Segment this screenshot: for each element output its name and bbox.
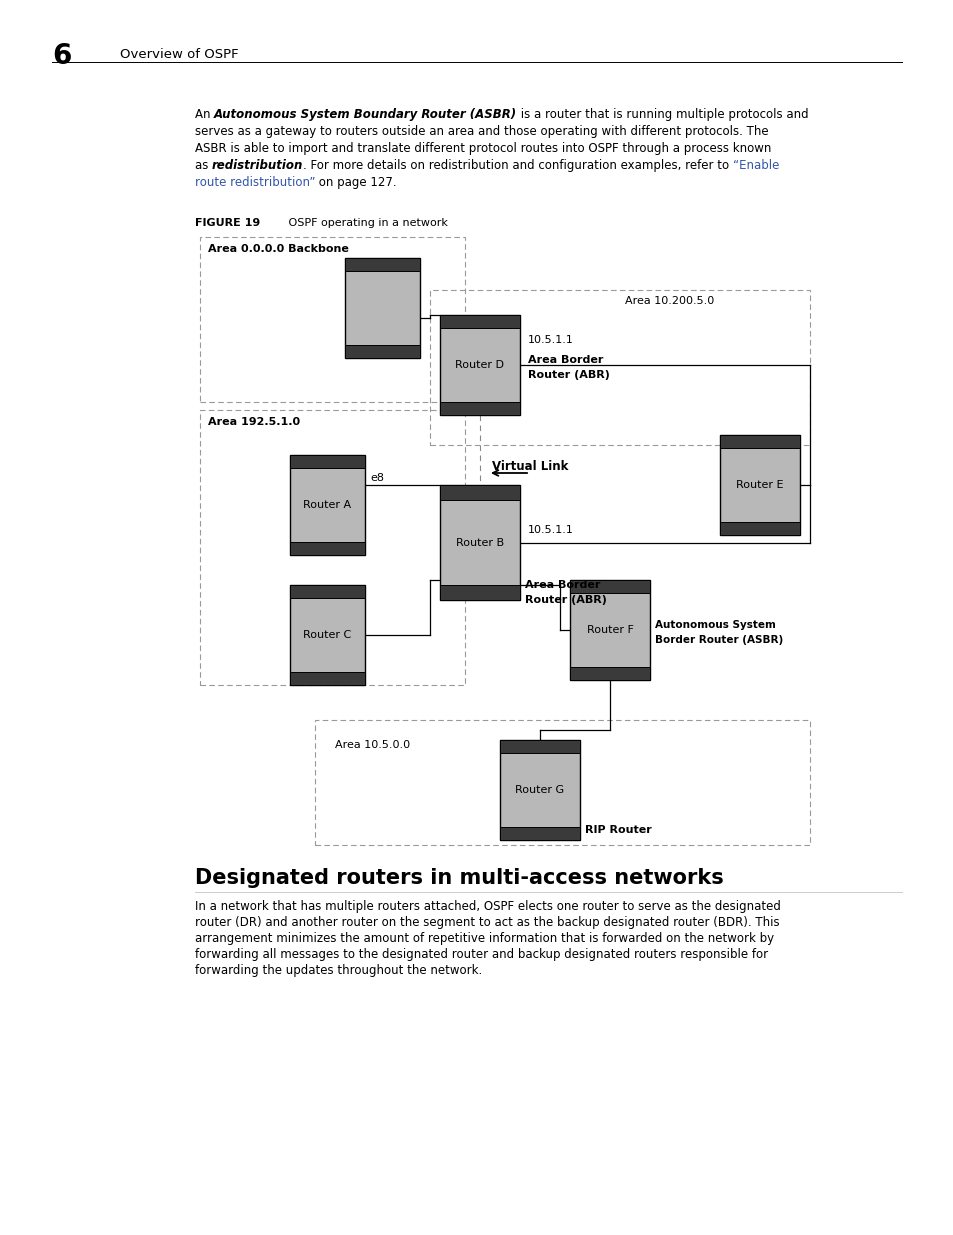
Bar	[345, 258, 419, 270]
Bar	[439, 315, 519, 329]
Text: Area Border: Area Border	[524, 580, 599, 590]
Text: Router G: Router G	[515, 785, 564, 795]
Bar	[200, 410, 464, 685]
Text: Area 0.0.0.0 Backbone: Area 0.0.0.0 Backbone	[208, 245, 349, 254]
Bar	[439, 485, 519, 600]
Text: Autonomous System Boundary Router (ASBR): Autonomous System Boundary Router (ASBR)	[214, 107, 517, 121]
Text: An: An	[194, 107, 214, 121]
Text: Router (ABR): Router (ABR)	[524, 595, 606, 605]
Text: Router D: Router D	[455, 359, 504, 370]
Bar	[569, 580, 649, 593]
Bar	[569, 667, 649, 680]
Text: Router E: Router E	[736, 480, 783, 490]
Text: 6: 6	[52, 42, 71, 70]
Text: Area 192.5.1.0: Area 192.5.1.0	[208, 417, 300, 427]
Text: Designated routers in multi-access networks: Designated routers in multi-access netwo…	[194, 868, 723, 888]
Text: Router F: Router F	[586, 625, 633, 635]
Bar	[720, 435, 800, 535]
Text: 10.5.1.1: 10.5.1.1	[527, 525, 574, 535]
Bar	[290, 585, 365, 685]
Text: RIP Router: RIP Router	[584, 825, 651, 835]
Text: ASBR is able to import and translate different protocol routes into OSPF through: ASBR is able to import and translate dif…	[194, 142, 771, 156]
Text: forwarding all messages to the designated router and backup designated routers r: forwarding all messages to the designate…	[194, 948, 767, 961]
Bar	[499, 740, 579, 840]
Bar	[569, 580, 649, 680]
Text: e8: e8	[370, 473, 384, 483]
Text: Router (ABR): Router (ABR)	[527, 370, 609, 380]
Text: 10.5.1.1: 10.5.1.1	[527, 335, 574, 345]
Bar	[290, 542, 365, 555]
Text: redistribution: redistribution	[212, 159, 303, 172]
Text: Area 10.200.5.0: Area 10.200.5.0	[624, 296, 714, 306]
Bar	[430, 290, 809, 445]
Text: Autonomous System: Autonomous System	[655, 620, 775, 630]
Bar	[290, 672, 365, 685]
Bar	[345, 258, 419, 358]
Bar	[499, 740, 579, 753]
Bar	[345, 345, 419, 358]
Bar	[439, 403, 519, 415]
Text: on page 127.: on page 127.	[315, 177, 396, 189]
Text: Router C: Router C	[303, 630, 352, 640]
Text: Overview of OSPF: Overview of OSPF	[120, 48, 238, 61]
Text: Border Router (ASBR): Border Router (ASBR)	[655, 635, 782, 645]
Bar	[200, 237, 464, 403]
Text: “Enable: “Enable	[733, 159, 779, 172]
Bar	[720, 522, 800, 535]
Text: route redistribution”: route redistribution”	[194, 177, 315, 189]
Text: . For more details on redistribution and configuration examples, refer to: . For more details on redistribution and…	[303, 159, 733, 172]
Text: Area 10.5.0.0: Area 10.5.0.0	[335, 740, 410, 750]
Text: forwarding the updates throughout the network.: forwarding the updates throughout the ne…	[194, 965, 482, 977]
Text: Virtual Link: Virtual Link	[492, 459, 568, 473]
Bar	[314, 720, 809, 845]
Text: as: as	[194, 159, 212, 172]
Bar	[439, 315, 519, 415]
Bar	[290, 454, 365, 555]
Text: OSPF operating in a network: OSPF operating in a network	[277, 219, 447, 228]
Text: router (DR) and another router on the segment to act as the backup designated ro: router (DR) and another router on the se…	[194, 916, 779, 929]
Text: FIGURE 19: FIGURE 19	[194, 219, 260, 228]
Bar	[720, 435, 800, 448]
Bar	[439, 585, 519, 600]
Text: is a router that is running multiple protocols and: is a router that is running multiple pro…	[517, 107, 808, 121]
Bar	[290, 454, 365, 468]
Bar	[290, 585, 365, 598]
Text: Router B: Router B	[456, 537, 503, 547]
Bar	[439, 485, 519, 500]
Text: Area Border: Area Border	[527, 354, 602, 366]
Text: arrangement minimizes the amount of repetitive information that is forwarded on : arrangement minimizes the amount of repe…	[194, 932, 773, 945]
Bar	[499, 827, 579, 840]
Text: serves as a gateway to routers outside an area and those operating with differen: serves as a gateway to routers outside a…	[194, 125, 768, 138]
Text: In a network that has multiple routers attached, OSPF elects one router to serve: In a network that has multiple routers a…	[194, 900, 781, 913]
Text: Router A: Router A	[303, 500, 352, 510]
